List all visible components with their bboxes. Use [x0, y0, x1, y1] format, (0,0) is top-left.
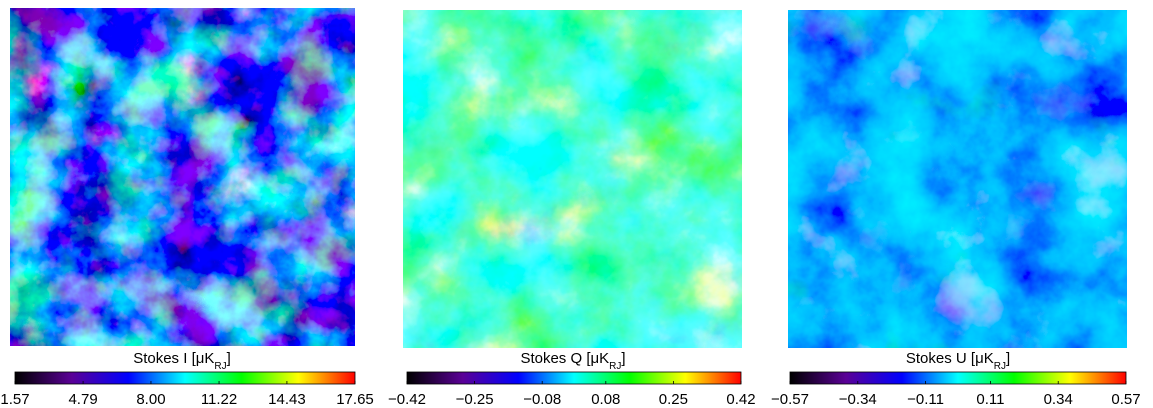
tick-label: −0.11 — [907, 391, 944, 408]
tick-label: 0.42 — [726, 391, 755, 408]
tick-label: 0.34 — [1044, 391, 1073, 408]
tick-label: 0.25 — [659, 391, 688, 408]
title-part: RJ — [609, 361, 621, 372]
colorbar-title: Stokes U [μKRJ] — [906, 350, 1010, 372]
tick-label: 14.43 — [268, 391, 306, 408]
title-part: RJ — [214, 361, 226, 372]
map-image — [403, 10, 742, 348]
map-image — [10, 8, 355, 346]
title-part: ] — [227, 350, 231, 367]
map-image — [788, 10, 1127, 348]
tick-label: −0.42 — [388, 391, 426, 408]
title-part: ] — [1006, 350, 1010, 367]
colorbar-title: Stokes I [μKRJ] — [133, 350, 231, 372]
colorbar-title: Stokes Q [μKRJ] — [520, 350, 625, 372]
tick-label: −0.08 — [523, 391, 561, 408]
title-part: Stokes Q [μK — [520, 350, 609, 367]
tick-label: 0.11 — [976, 391, 1004, 408]
colorbar — [14, 371, 356, 385]
tick-label: 11.22 — [201, 391, 237, 408]
tick-label: 8.00 — [136, 391, 165, 408]
tick-label: −0.57 — [771, 391, 809, 408]
title-part: Stokes I [μK — [133, 350, 214, 367]
tick-label: −0.25 — [456, 391, 494, 408]
tick-label: 0.57 — [1111, 391, 1140, 408]
tick-label: 0.08 — [591, 391, 620, 408]
title-part: ] — [621, 350, 625, 367]
colorbar — [406, 371, 742, 385]
title-part: Stokes U [μK — [906, 350, 994, 367]
tick-label: 17.65 — [336, 391, 374, 408]
tick-label: 1.57 — [0, 391, 29, 408]
tick-label: −0.34 — [839, 391, 877, 408]
tick-label: 4.79 — [68, 391, 97, 408]
colorbar — [789, 371, 1127, 385]
title-part: RJ — [994, 361, 1006, 372]
